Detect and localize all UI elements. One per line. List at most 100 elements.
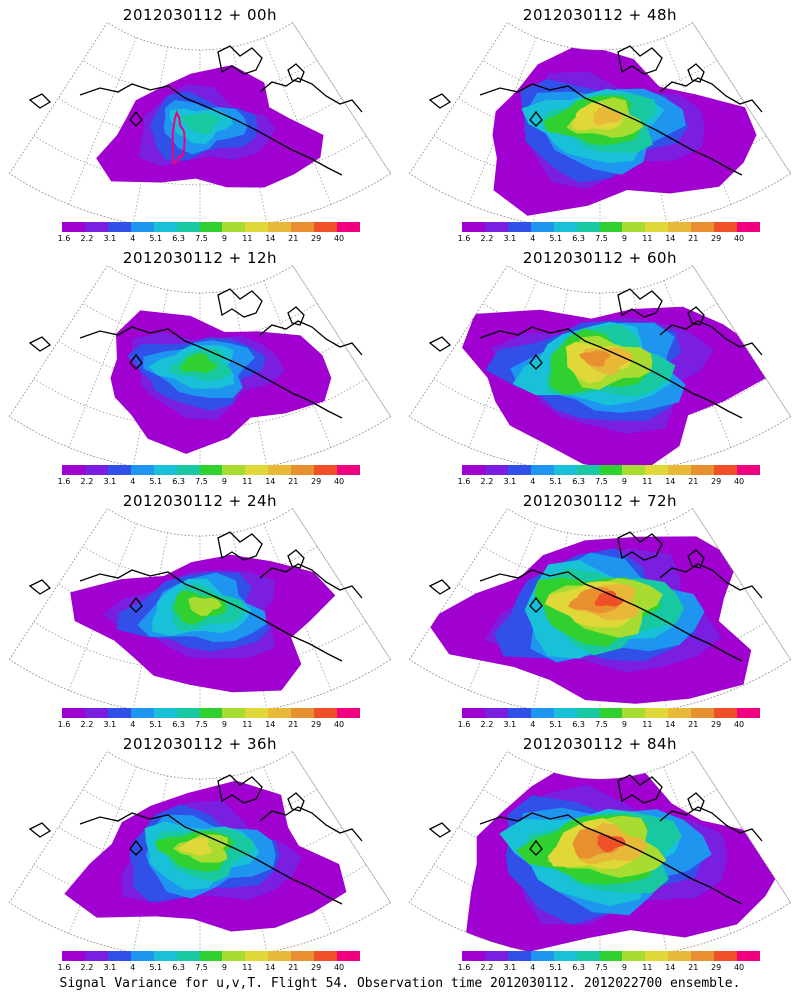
coastline-path xyxy=(617,531,663,561)
colorbar-tick-label: 4 xyxy=(530,963,536,972)
colorbar-tick-label: 21 xyxy=(288,477,299,486)
panel-title: 2012030112 + 36h xyxy=(122,735,278,753)
parallel-line xyxy=(33,135,367,186)
coastline-path xyxy=(428,822,452,838)
colorbar-swatch xyxy=(130,222,154,232)
colorbar-swatch xyxy=(337,708,360,718)
colorbar-tick-label: 14 xyxy=(665,963,676,972)
colorbar-swatch xyxy=(84,222,108,232)
colorbar-tick-label: 14 xyxy=(665,477,676,486)
colorbar-tick-label: 1.6 xyxy=(57,720,71,729)
colorbar-tick-label: 29 xyxy=(311,477,322,486)
colorbar-swatch xyxy=(668,951,692,961)
colorbar-tick-label: 6.3 xyxy=(172,963,185,972)
colorbar-tick-label: 3.1 xyxy=(503,234,517,243)
colorbar xyxy=(462,951,760,961)
colorbar-tick-label: 21 xyxy=(288,963,299,972)
colorbar-tick-label: 7.5 xyxy=(195,720,208,729)
coastline-path xyxy=(428,93,452,109)
colorbar-swatch xyxy=(153,222,177,232)
colorbar-tick-label: 6.3 xyxy=(572,234,585,243)
colorbar-swatch xyxy=(291,708,315,718)
colorbar-tick-label: 14 xyxy=(265,720,276,729)
colorbar-swatch xyxy=(199,708,223,718)
colorbar-tick-label: 2.2 xyxy=(80,720,94,729)
colorbar-tick-label: 40 xyxy=(333,477,345,486)
colorbar-tick-label: 2.2 xyxy=(480,477,494,486)
coastline-path xyxy=(259,806,363,842)
colorbar-tick-label: 6.3 xyxy=(172,477,185,486)
colorbar xyxy=(62,708,360,718)
colorbar-tick-label: 21 xyxy=(288,234,299,243)
parallel-line xyxy=(107,22,293,51)
coastline-path xyxy=(687,792,705,812)
colorbar-swatch xyxy=(107,708,131,718)
coastline-path xyxy=(529,839,543,856)
coastline-path xyxy=(28,336,52,352)
coastline-path xyxy=(617,45,663,75)
colorbar-tick-label: 5.1 xyxy=(149,234,163,243)
panel-title: 2012030112 + 60h xyxy=(522,249,678,267)
coastline-path xyxy=(687,549,705,569)
colorbar-tick-label: 5.1 xyxy=(549,720,563,729)
variance-peak xyxy=(171,110,186,166)
colorbar-swatch xyxy=(691,708,715,718)
coastline-path xyxy=(428,336,452,352)
colorbar-swatch xyxy=(645,222,669,232)
colorbar-tick-label: 21 xyxy=(688,477,699,486)
forecast-panel: 2012030112 + 12h 1.6 2.2 3.1 4 5.1 6.3 7.5 9 11 14… xyxy=(0,243,400,486)
colorbar-tick-label: 40 xyxy=(733,477,745,486)
panel-title: 2012030112 + 48h xyxy=(522,6,678,24)
colorbar-swatch xyxy=(291,465,315,475)
colorbar-swatch xyxy=(222,465,246,475)
colorbar-tick-label: 4 xyxy=(530,720,536,729)
coastline-path xyxy=(217,531,263,561)
colorbar-swatch xyxy=(599,465,623,475)
colorbar-swatch xyxy=(507,951,531,961)
colorbar-swatch xyxy=(84,708,108,718)
coastline-path xyxy=(617,288,663,318)
colorbar-tick-label: 4 xyxy=(130,477,136,486)
colorbar-swatch xyxy=(530,465,554,475)
forecast-panel: 2012030112 + 36h 1.6 2.2 3.1 4 5.1 6.3 7.5 9 11 14… xyxy=(0,729,400,972)
variance-region xyxy=(593,106,623,126)
colorbar-tick-label: 14 xyxy=(665,720,676,729)
colorbar-swatch xyxy=(176,951,200,961)
colorbar-swatch xyxy=(576,951,600,961)
variance-map xyxy=(408,265,792,465)
variance-region xyxy=(180,112,221,135)
colorbar-swatch xyxy=(714,708,738,718)
coastline xyxy=(28,774,363,905)
colorbar-tick-label: 5.1 xyxy=(149,963,163,972)
variance-map xyxy=(408,751,792,951)
colorbar-tick-label: 14 xyxy=(265,234,276,243)
colorbar-swatch xyxy=(622,951,646,961)
colorbar-swatch xyxy=(130,951,154,961)
colorbar-swatch xyxy=(714,951,738,961)
colorbar-tick-label: 6.3 xyxy=(172,234,185,243)
colorbar-tick-label: 4 xyxy=(130,234,136,243)
colorbar-swatch xyxy=(268,951,292,961)
variance-field xyxy=(466,758,784,951)
colorbar-tick-label: 11 xyxy=(242,477,253,486)
colorbar-swatch xyxy=(153,708,177,718)
variance-field xyxy=(426,536,752,704)
colorbar-swatch xyxy=(645,708,669,718)
coastline-path xyxy=(287,792,305,812)
colorbar-swatch xyxy=(553,708,577,718)
colorbar-tick-label: 29 xyxy=(311,963,322,972)
colorbar-swatch xyxy=(691,465,715,475)
map-boundary xyxy=(8,508,392,708)
colorbar-tick-label: 6.3 xyxy=(572,720,585,729)
colorbar-tick-label: 3.1 xyxy=(103,477,117,486)
colorbar-tick-label: 3.1 xyxy=(103,234,117,243)
coastline xyxy=(28,288,363,419)
colorbar-tick-label: 5.1 xyxy=(149,720,163,729)
map-boundary xyxy=(408,265,792,465)
colorbar-tick-label: 1.6 xyxy=(457,477,471,486)
colorbar-tick-label: 9 xyxy=(621,963,627,972)
colorbar-tick-label: 9 xyxy=(221,963,227,972)
colorbar-tick-label: 1.6 xyxy=(57,477,71,486)
coastline-path xyxy=(479,812,743,905)
variance-field xyxy=(110,310,332,454)
